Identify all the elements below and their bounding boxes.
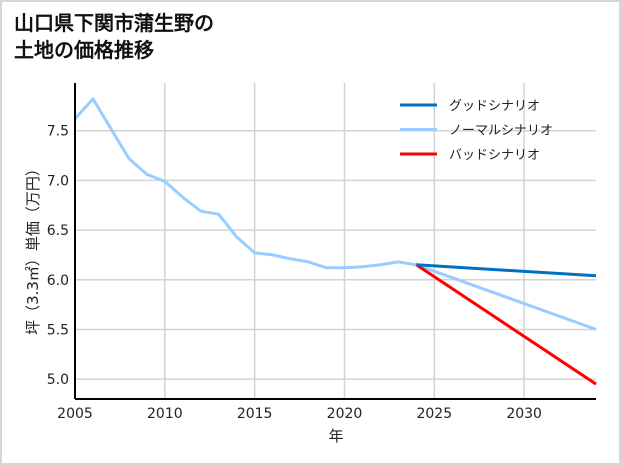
y-tick-label: 6.0 — [47, 273, 69, 289]
y-tick-label: 7.0 — [47, 173, 69, 189]
x-tick-label: 2030 — [506, 406, 542, 422]
x-axis-label: 年 — [328, 427, 343, 445]
y-tick-label: 7.5 — [47, 124, 69, 140]
x-tick-label: 2020 — [327, 406, 363, 422]
x-tick-label: 2010 — [147, 406, 183, 422]
series-line — [416, 263, 597, 278]
series-lines — [73, 97, 597, 386]
legend-label: ノーマルシナリオ — [449, 124, 553, 139]
axes — [74, 83, 596, 400]
legend-label: グッドシナリオ — [449, 99, 540, 114]
title-line-2: 土地の価格推移 — [14, 38, 154, 62]
x-tick-label: 2015 — [237, 406, 273, 422]
x-tick-label: 2005 — [57, 406, 93, 422]
x-tick-label: 2025 — [416, 406, 452, 422]
y-tick-label: 6.5 — [47, 223, 69, 239]
tick-labels: 2005 2010 2015 2020 2025 2030 5.0 5.5 6.0 6.5 7.0 7… — [47, 124, 542, 422]
y-tick-label: 5.5 — [47, 322, 69, 338]
series-line — [415, 263, 597, 386]
series-line — [73, 97, 597, 331]
chart-title: 山口県下関市蒲生野の 土地の価格推移 — [14, 10, 214, 64]
title-line-1: 山口県下関市蒲生野の — [14, 11, 214, 35]
legend-label: バッドシナリオ — [449, 148, 540, 163]
y-axis-label: 坪（3.3㎡）単価（万円） — [24, 161, 42, 335]
y-tick-label: 5.0 — [47, 372, 69, 388]
